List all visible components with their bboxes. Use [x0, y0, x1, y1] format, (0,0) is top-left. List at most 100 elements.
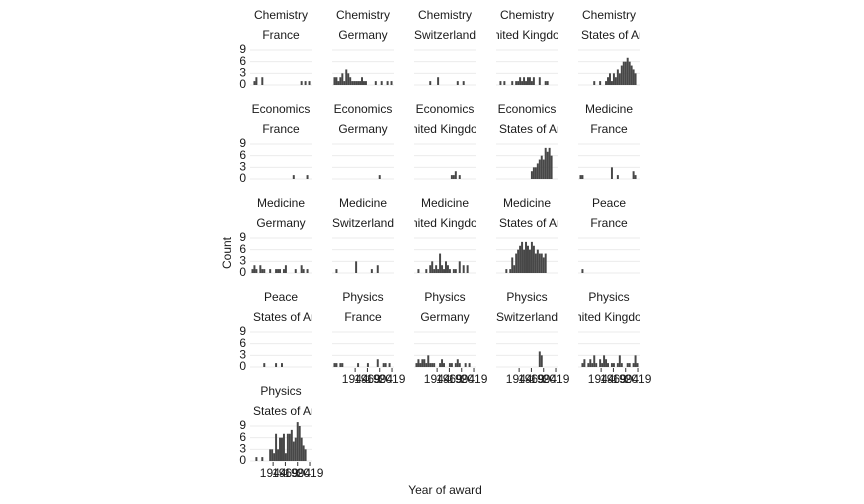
bar: [610, 167, 613, 179]
bar: [306, 175, 309, 179]
panel: Medicine United Kingdom: [414, 196, 476, 230]
bar: [427, 355, 430, 367]
panel: Physics United Kingdom: [578, 290, 640, 324]
bar: [353, 81, 356, 85]
bar: [255, 77, 258, 85]
bar: [462, 81, 465, 85]
bar: [333, 77, 336, 85]
bar: [361, 77, 363, 85]
bar: [612, 363, 615, 367]
bar: [589, 359, 592, 367]
y-tick-label: 0: [239, 77, 246, 91]
bar: [304, 449, 307, 461]
x-tick-label: 1944: [260, 466, 287, 480]
bar: [624, 61, 627, 85]
bar: [458, 261, 461, 273]
strip-subtitle: United States of America: [461, 216, 593, 230]
strip-title: Medicine: [339, 196, 387, 210]
bar: [261, 77, 264, 85]
bar: [359, 81, 362, 85]
y-tick-label: 6: [239, 242, 246, 256]
bar: [634, 73, 637, 85]
bar: [530, 171, 533, 179]
bar: [517, 249, 520, 273]
bar: [616, 363, 619, 367]
strip-title: Chemistry: [500, 8, 554, 22]
bar: [544, 147, 547, 179]
bar: [376, 265, 379, 273]
bar: [503, 81, 506, 85]
strip-subtitle: Switzerland: [332, 216, 394, 230]
bar: [304, 81, 307, 85]
strip-title: Medicine: [585, 102, 633, 116]
bar: [382, 363, 385, 367]
panel: Chemistry United Kingdom: [496, 8, 558, 42]
bar: [456, 81, 459, 85]
strip-title: Economics: [334, 102, 393, 116]
bar: [378, 175, 381, 179]
strip-subtitle: France: [590, 216, 628, 230]
bar: [351, 81, 354, 85]
bar: [275, 433, 278, 461]
bar: [534, 167, 537, 179]
bar: [384, 363, 387, 367]
strip-title: Medicine: [503, 196, 551, 210]
bar: [277, 449, 280, 461]
bar: [284, 453, 287, 461]
x-tick-label: 1944: [588, 372, 615, 386]
bar: [255, 269, 258, 273]
bar: [253, 81, 256, 85]
y-tick-label: 0: [239, 171, 246, 185]
bar: [601, 363, 604, 367]
bar: [306, 269, 309, 273]
bar: [519, 245, 522, 273]
bar: [282, 433, 285, 461]
strip-title: Economics: [416, 102, 475, 116]
x-tick-label: 1969: [600, 372, 627, 386]
strip-subtitle: Germany: [420, 310, 469, 324]
bar: [292, 175, 295, 179]
bar: [343, 81, 346, 85]
bar: [308, 81, 311, 85]
bar: [275, 269, 278, 273]
bar: [515, 81, 518, 85]
x-tick-label: 2019: [543, 372, 570, 386]
bar: [513, 265, 516, 273]
panel: Medicine France: [585, 102, 633, 136]
strip-subtitle: France: [590, 122, 628, 136]
bar: [425, 269, 428, 273]
bar: [620, 363, 623, 367]
bar: [261, 269, 264, 273]
bar: [538, 351, 541, 367]
bar: [587, 363, 590, 367]
bar: [593, 81, 596, 85]
bar: [517, 81, 520, 85]
bar: [281, 437, 283, 461]
bar: [450, 363, 453, 367]
bar: [370, 269, 373, 273]
y-tick-label: 9: [239, 42, 246, 56]
y-tick-label: 6: [239, 336, 246, 350]
bar: [443, 269, 445, 273]
bar: [347, 73, 350, 85]
bar: [298, 425, 301, 461]
bar: [269, 449, 272, 461]
strip-subtitle: United Kingdom: [402, 122, 487, 136]
bar: [435, 265, 438, 273]
y-tick-label: 6: [239, 148, 246, 162]
y-tick-label: 3: [239, 348, 246, 362]
strip-subtitle: France: [344, 310, 382, 324]
x-tick-label: 2019: [461, 372, 488, 386]
bar: [618, 355, 621, 367]
bar: [605, 359, 608, 367]
bar: [439, 253, 442, 273]
strip-title: Physics: [506, 290, 547, 304]
strip-subtitle: United States of America: [461, 122, 593, 136]
panel: Economics United States of America: [461, 102, 593, 136]
bar: [610, 81, 613, 85]
strip-title: Medicine: [421, 196, 469, 210]
bar: [468, 363, 471, 367]
x-tick-label: 1994: [448, 372, 475, 386]
bar: [423, 359, 426, 367]
